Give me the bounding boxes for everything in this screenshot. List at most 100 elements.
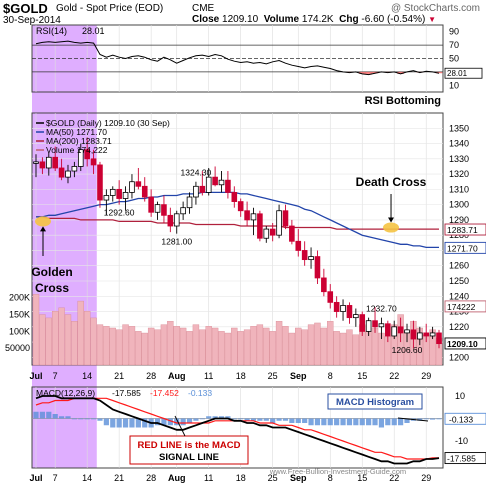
macd-histogram-tag (444, 412, 486, 425)
macd-histogram-bar (65, 416, 71, 419)
ma200-line (36, 216, 439, 230)
volume-bar (218, 331, 225, 366)
rsi-tick-label: 50 (449, 54, 459, 64)
price-tick-label: 1250 (449, 276, 469, 286)
price-x-tick-label: 29 (421, 371, 431, 381)
volume-bar (237, 331, 244, 366)
macd-histogram-bar (116, 418, 122, 428)
rsi-value-tag (444, 67, 483, 79)
candle-body (109, 188, 116, 196)
volume-bar (301, 329, 308, 366)
golden-cross-annotation-line2: Cross (35, 281, 69, 295)
volume-bar (71, 321, 78, 366)
macd-histogram-annotation-box (327, 393, 423, 410)
price-tag-box (444, 223, 486, 236)
macd-histogram-bar (346, 418, 353, 426)
volume-tick-label: 50000 (5, 343, 30, 353)
chg-value: -6.60 (-0.54%) (361, 14, 426, 25)
macd-tick-label: -10 (455, 436, 468, 446)
volume-bar (147, 327, 155, 366)
close-label: Close (192, 14, 220, 25)
price-x-tick-label: 11 (204, 371, 213, 381)
macd-histogram-bar (244, 418, 250, 421)
price-tick-label: 1310 (449, 184, 469, 194)
macd-histogram-bar (238, 418, 244, 420)
death-cross-arrowhead (388, 217, 395, 223)
volume-bar (352, 334, 360, 366)
volume-bar (192, 324, 200, 366)
quote-summary: Close 1209.10 Volume 174.2K Chg -6.60 (-… (192, 15, 436, 25)
macd-histogram-bar (404, 418, 410, 423)
rsi-tick-label: 70 (449, 40, 459, 50)
candle-body (410, 329, 417, 340)
date-label: 30-Sep-2014 (3, 15, 61, 26)
macd-histogram-bar (129, 418, 135, 428)
price-x-tick-label: 18 (236, 371, 246, 381)
volume-bar (186, 331, 193, 366)
macd-x-tick-label: 14 (82, 473, 92, 483)
rsi-tick-label: 10 (449, 80, 459, 90)
price-tick-label: 1200 (449, 352, 469, 362)
macd-title: MACD(12,26,9) (36, 388, 95, 398)
candle-body (173, 213, 180, 227)
candle-body (97, 164, 103, 201)
candle-body (225, 179, 231, 193)
macd-histogram-bar (295, 418, 301, 423)
candle-body (141, 185, 148, 198)
macd-histogram-bar (372, 418, 378, 426)
rsi-oversold-fill (397, 71, 404, 74)
volume-bar (96, 324, 104, 366)
candle-body (148, 196, 154, 213)
price-tag-box (444, 300, 486, 313)
signal-line-annotation-line1: RED LINE is the MACD (138, 440, 241, 451)
price-tick-label: 1220 (449, 322, 469, 332)
volume-bar (173, 326, 180, 366)
price-tag-text: 1283.71 (447, 225, 478, 235)
volume-bar (282, 326, 289, 366)
candle-body (423, 332, 430, 337)
macd-histogram-bar (103, 418, 109, 426)
rsi-oversold-fill (435, 71, 443, 74)
volume-bar (250, 326, 257, 366)
volume-bar (160, 324, 168, 366)
macd-histogram-bar (122, 418, 129, 428)
candle-body (129, 181, 135, 193)
rsi-oversold-fill (371, 71, 379, 74)
rsi-title: RSI(14) (36, 26, 67, 36)
candle-body (122, 192, 129, 199)
macd-histogram-bar (308, 418, 314, 426)
macd-histogram-bar (193, 418, 199, 421)
macd-value-tag-text: -17.585 (447, 454, 476, 464)
price-x-tick-label: 25 (268, 371, 278, 381)
price-tick-label: 1320 (449, 169, 469, 179)
candle-body (154, 204, 161, 213)
macd-histogram-bar (174, 418, 180, 426)
candle-body (429, 332, 436, 337)
macd-x-tick-label: 15 (357, 473, 367, 483)
price-tag-box (444, 241, 486, 254)
volume-bar (83, 310, 91, 366)
candle-body (436, 332, 442, 345)
macd-histogram-bar (289, 418, 295, 423)
volume-bar (45, 317, 52, 366)
price-data-label: 1232.70 (366, 304, 397, 314)
signal-line-annotation-box (129, 435, 249, 465)
macd-histogram-bar (78, 418, 84, 420)
rsi-tick-label: 90 (449, 27, 459, 37)
macd-histogram-bar (327, 418, 333, 426)
candle-body (289, 225, 295, 242)
volume-bar (320, 327, 328, 366)
exchange-label: CME (192, 3, 215, 14)
macd-x-tick-label: Sep (290, 473, 307, 483)
macd-histogram-bar (314, 418, 321, 426)
golden-cross-annotation-line1: Golden (31, 265, 72, 279)
price-legend-entry: Volume 174,222 (46, 145, 108, 155)
volume-bar (128, 326, 136, 366)
candle-body (52, 156, 58, 169)
volume-bar (269, 331, 276, 366)
candle-body (276, 210, 282, 236)
golden-cross-arrowhead (40, 226, 46, 232)
price-x-tick-label: Sep (290, 371, 307, 381)
candle-body (321, 277, 327, 293)
